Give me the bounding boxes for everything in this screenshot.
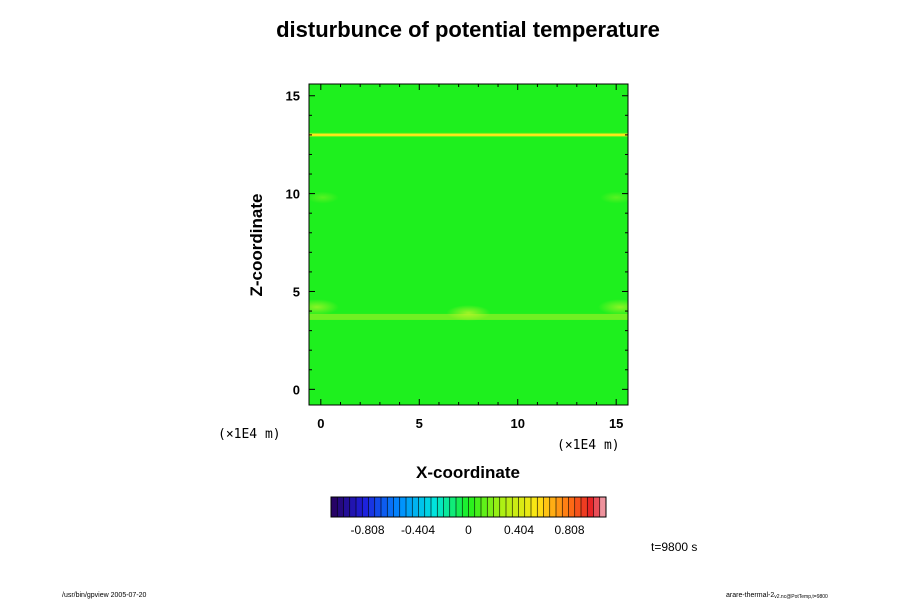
colorbar-cell xyxy=(437,497,444,517)
colorbar-cell xyxy=(356,497,363,517)
feature-band-0 xyxy=(309,132,628,138)
colorbar-cell xyxy=(481,497,488,517)
colorbar xyxy=(331,497,607,517)
colorbar-tick-label: 0.404 xyxy=(504,523,534,537)
y-tick-label: 10 xyxy=(286,187,300,202)
field-background xyxy=(309,84,628,405)
y-unit-label: (×1E4 m) xyxy=(218,427,281,442)
colorbar-cell xyxy=(368,497,376,517)
colorbar-cell xyxy=(493,497,501,517)
colorbar-cell xyxy=(556,497,563,517)
x-tick-label: 0 xyxy=(317,416,324,431)
x-tick-label: 10 xyxy=(510,416,524,431)
colorbar-cell xyxy=(524,497,532,517)
colorbar-cell xyxy=(374,497,382,517)
colorbar-cell xyxy=(581,497,588,517)
feature-blob-6 xyxy=(600,191,628,204)
colorbar-tick-label: -0.404 xyxy=(401,523,435,537)
colorbar-cell xyxy=(562,497,569,517)
colorbar-cell xyxy=(362,497,369,517)
colorbar-cell xyxy=(331,497,338,517)
x-tick-label: 15 xyxy=(609,416,623,431)
y-tick-label: 5 xyxy=(293,284,300,299)
x-unit-label: (×1E4 m) xyxy=(557,438,620,453)
colorbar-cell xyxy=(418,497,426,517)
colorbar-cell xyxy=(412,497,419,517)
feature-blob-3 xyxy=(598,299,628,316)
footer-right-main: arare-thermal-2 xyxy=(726,592,774,599)
colorbar-cell xyxy=(349,497,357,517)
colorbar-cell xyxy=(518,497,526,517)
field-features xyxy=(309,132,628,322)
colorbar-tick-label: 0.808 xyxy=(554,523,584,537)
colorbar-cell xyxy=(499,497,507,517)
plot-frame xyxy=(308,83,629,406)
colorbar-cell xyxy=(512,497,519,517)
colorbar-cell xyxy=(399,497,407,517)
y-tick-label: 15 xyxy=(286,89,300,104)
colorbar-ticks: -0.808 -0.404 0 0.404 0.808 xyxy=(350,523,584,537)
colorbar-cell xyxy=(431,497,438,517)
colorbar-cell xyxy=(599,497,607,517)
colorbar-cell xyxy=(506,497,513,517)
colorbar-cell xyxy=(387,497,394,517)
colorbar-cell xyxy=(406,497,413,517)
colorbar-cell xyxy=(456,497,463,517)
colorbar-tick-label: -0.808 xyxy=(350,523,384,537)
colorbar-cell xyxy=(574,497,582,517)
feature-blob-4 xyxy=(309,299,339,316)
y-axis-label: Z-coordinate xyxy=(247,194,266,297)
colorbar-cell xyxy=(531,497,538,517)
colorbar-cell xyxy=(543,497,551,517)
colorbar-cell xyxy=(462,497,469,517)
heatmap-field xyxy=(309,84,628,405)
colorbar-cell xyxy=(449,497,457,517)
colorbar-cell xyxy=(537,497,544,517)
colorbar-cell xyxy=(393,497,401,517)
time-label: t=9800 s xyxy=(651,540,697,554)
colorbar-cell xyxy=(568,497,576,517)
colorbar-cell xyxy=(337,497,344,517)
colorbar-frame xyxy=(330,496,607,518)
footer-right: arare-thermal-2v2.nc@PotTemp,t=9800 xyxy=(726,592,828,600)
footer-left: /usr/bin/gpview 2005-07-20 xyxy=(62,592,147,599)
chart-title: disturbunce of potential temperature xyxy=(276,17,660,42)
feature-blob-5 xyxy=(309,191,339,204)
colorbar-cell xyxy=(487,497,494,517)
colorbar-cell xyxy=(593,497,601,517)
colorbar-cell xyxy=(424,497,432,517)
footer-right-sub: v2.nc@PotTemp,t=9800 xyxy=(774,594,828,600)
feature-blob-2 xyxy=(446,305,491,322)
x-tick-label: 5 xyxy=(416,416,423,431)
y-tick-label: 0 xyxy=(293,382,300,397)
colorbar-cell xyxy=(443,497,451,517)
axis-ticks: 0 5 10 15 0 5 10 15 xyxy=(286,84,628,431)
x-axis-label: X-coordinate xyxy=(416,463,520,482)
colorbar-tick-label: 0 xyxy=(465,523,472,537)
colorbar-cell xyxy=(474,497,482,517)
colorbar-cell xyxy=(468,497,476,517)
colorbar-cell xyxy=(549,497,557,517)
colorbar-cell xyxy=(381,497,388,517)
colorbar-cell xyxy=(343,497,351,517)
colorbar-cell xyxy=(587,497,594,517)
